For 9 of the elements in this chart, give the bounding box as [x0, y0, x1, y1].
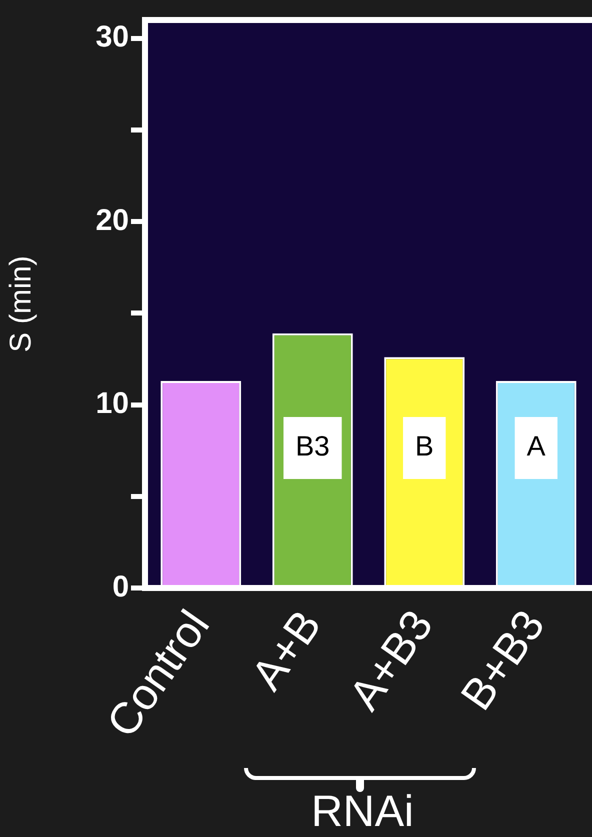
- annotation: A: [526, 430, 546, 462]
- annotation: B: [415, 430, 434, 462]
- annotation: B3: [296, 430, 330, 462]
- y-tick-label: 10: [96, 387, 129, 420]
- text: RNAi: [310, 787, 415, 836]
- y-axis-title: S (min): [4, 256, 38, 352]
- y-tick-label: 30: [96, 20, 129, 54]
- y-tick-label: 20: [96, 204, 129, 237]
- y-tick-label: 0: [112, 570, 129, 604]
